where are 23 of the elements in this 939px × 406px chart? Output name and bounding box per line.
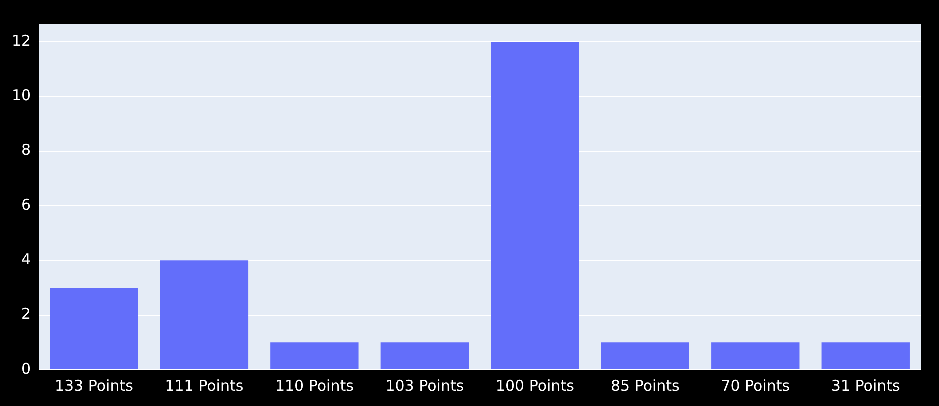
x-tick-label: 85 Points xyxy=(610,376,680,395)
y-tick-label: 12 xyxy=(12,32,32,50)
x-tick-label: 111 Points xyxy=(165,376,244,395)
bar xyxy=(601,342,690,370)
bar xyxy=(270,342,359,370)
y-tick-label: 4 xyxy=(22,250,32,269)
y-tick-label: 8 xyxy=(22,141,32,160)
x-tick-label: 31 Points xyxy=(831,376,901,395)
x-tick-label: 133 Points xyxy=(54,376,134,395)
y-tick-label: 2 xyxy=(22,305,32,324)
x-tick-label: 70 Points xyxy=(721,376,790,395)
bar xyxy=(50,288,138,370)
bar xyxy=(491,42,580,370)
bar xyxy=(160,260,249,370)
bar xyxy=(712,342,800,370)
x-tick-label: 103 Points xyxy=(386,376,464,395)
x-tick-label: 100 Points xyxy=(496,376,575,395)
y-tick-label: 6 xyxy=(22,196,32,214)
bar xyxy=(822,342,910,370)
bar xyxy=(380,342,470,370)
x-tick-label: 110 Points xyxy=(275,376,354,395)
y-tick-label: 10 xyxy=(12,86,32,105)
y-tick-label: 0 xyxy=(22,360,32,378)
